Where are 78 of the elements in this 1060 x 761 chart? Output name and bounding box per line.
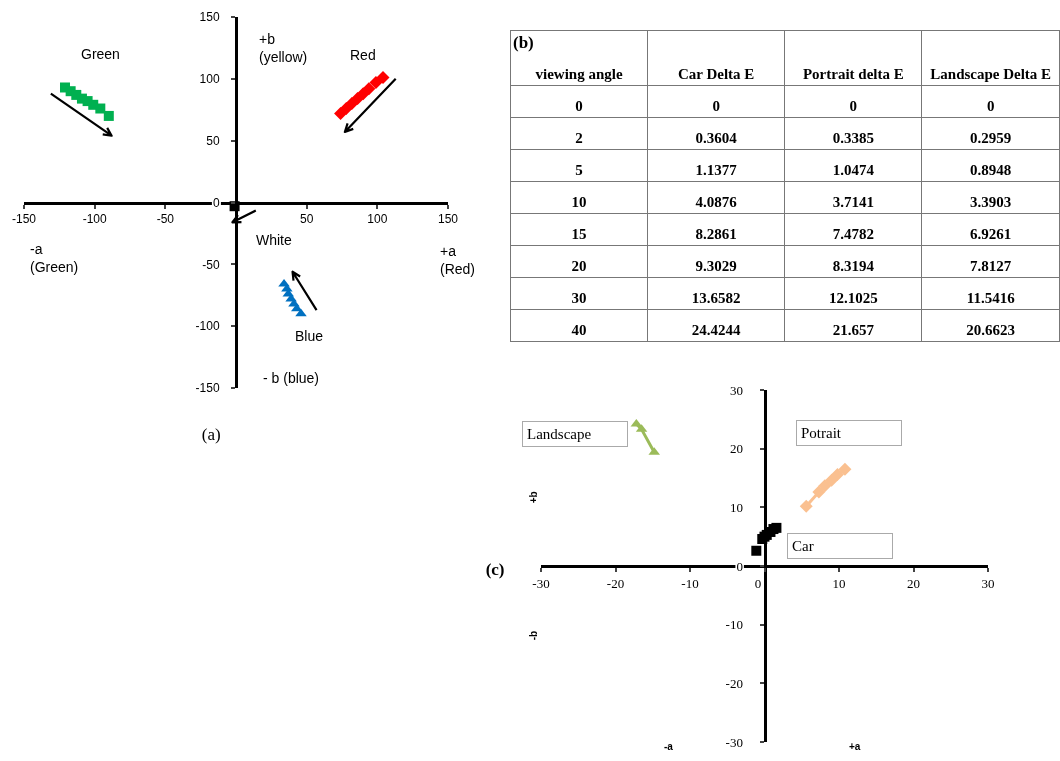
data-label: 1.1377 — [647, 149, 785, 182]
x-tick-label: -100 — [82, 211, 107, 226]
y-tick-label: 150 — [199, 10, 220, 25]
y-tick-label: -20 — [725, 675, 743, 691]
data-label: 0 — [921, 85, 1060, 118]
x-tick-label: -10 — [681, 575, 699, 591]
annotation: - b (blue) — [263, 370, 320, 386]
data-label: 0.2959 — [921, 117, 1060, 150]
data-label: 7.8127 — [921, 245, 1060, 278]
annotation: -a (Green) — [30, 241, 79, 276]
x-tick-label: 0 — [754, 575, 775, 591]
text: (c) — [485, 560, 505, 580]
x-tick-label: 10 — [832, 575, 846, 591]
data-label: 8.3194 — [784, 245, 922, 278]
x-tick-label: Car Delta E — [647, 30, 785, 86]
y-tick-label: 15 — [510, 213, 648, 246]
data-label: 1.0474 — [784, 149, 922, 182]
x-tick-label: 20 — [907, 575, 920, 591]
y-tick-label: -150 — [195, 381, 220, 396]
data-label: 21.657 — [784, 309, 922, 342]
x-tick-label: 100 — [367, 211, 388, 226]
y-tick-label: -50 — [202, 257, 220, 272]
x-tick-label: -20 — [606, 575, 625, 591]
x-tick-label: 50 — [299, 211, 314, 226]
annotation: -a — [664, 741, 674, 752]
x-tick-label: Portrait delta E — [784, 30, 922, 86]
y-axis-title: viewing angle — [535, 66, 623, 82]
data-label: 13.6582 — [647, 277, 785, 310]
y-tick-label: 10 — [729, 499, 743, 515]
y-tick-label: 5 — [510, 149, 648, 182]
chart-title: (b) — [513, 33, 534, 53]
text: (a) — [201, 425, 221, 445]
y-tick-label: 30 — [729, 382, 743, 398]
data-label: 0.3604 — [647, 117, 785, 150]
series-label: Blue — [295, 328, 324, 344]
y-tick-label: 0 — [736, 558, 743, 574]
data-label: 4.0876 — [647, 181, 785, 214]
data-label: 9.3029 — [647, 245, 785, 278]
data-label: 6.9261 — [921, 213, 1060, 246]
data-label: 3.3903 — [921, 181, 1060, 214]
data-label: 24.4244 — [647, 309, 785, 342]
y-tick-label: 2 — [510, 117, 648, 150]
data-label: 7.4782 — [784, 213, 922, 246]
series-label: Potrait — [801, 425, 842, 441]
annotation: +a (Red) — [440, 243, 476, 278]
series-label: Red — [350, 47, 376, 63]
y-tick-label: 50 — [206, 133, 220, 148]
y-tick-label: 40 — [510, 309, 648, 342]
y-tick-label: -10 — [725, 617, 743, 633]
annotation: +b (yellow) — [259, 31, 308, 66]
x-tick-label: 150 — [437, 211, 459, 226]
y-tick-label: 20 — [510, 245, 648, 278]
data-label: 0 — [784, 85, 922, 118]
data-label: 0.8948 — [921, 149, 1060, 182]
x-tick-label: -50 — [156, 211, 175, 226]
x-tick-label: Landscape Delta E — [921, 30, 1060, 86]
y-tick-label: 30 — [510, 277, 648, 310]
y-tick-label: -100 — [195, 319, 220, 334]
data-label: 20.6623 — [921, 309, 1060, 342]
legend-label: White — [256, 232, 292, 248]
data-label: 3.7141 — [784, 181, 922, 214]
data-label: 12.1025 — [784, 277, 922, 310]
data-label: 8.2861 — [647, 213, 785, 246]
text: -b — [527, 630, 539, 641]
data-label: 11.5416 — [921, 277, 1060, 310]
y-tick-label: 0 — [510, 85, 648, 118]
x-tick-label: -150 — [11, 211, 37, 226]
y-tick-label: -30 — [725, 734, 743, 750]
text: Landscape — [527, 426, 592, 442]
data-label: 0.3385 — [784, 117, 922, 150]
x-tick-label: 30 — [981, 575, 995, 591]
y-tick-label: 0 — [212, 195, 220, 210]
series-label: Car — [792, 538, 814, 554]
x-tick-label: -30 — [532, 575, 550, 591]
text: +b — [527, 491, 539, 504]
y-tick-label: 20 — [729, 441, 743, 457]
annotation: +a — [849, 741, 861, 752]
series-label: Green — [81, 46, 120, 62]
